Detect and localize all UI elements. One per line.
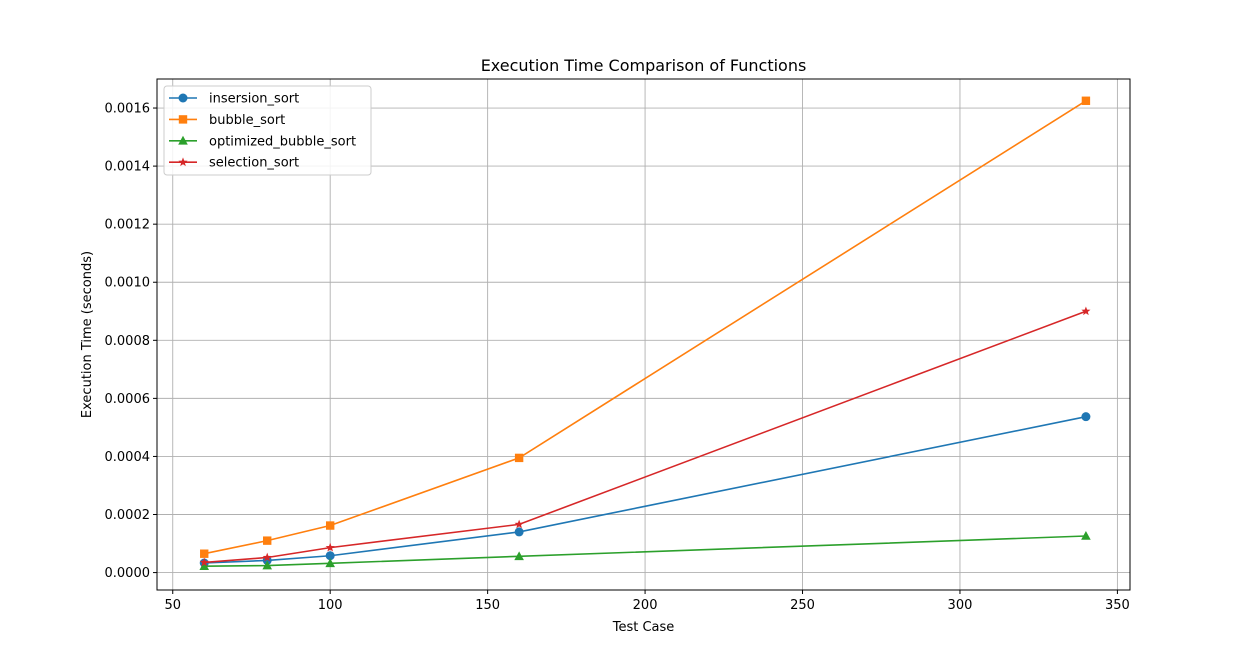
data-point <box>325 558 335 568</box>
plot-frame <box>156 78 1131 591</box>
legend-item: insersion_sort <box>169 92 299 107</box>
legend-label: selection_sort <box>209 156 299 171</box>
data-point <box>199 561 210 570</box>
legend-item: selection_sort <box>169 156 299 171</box>
data-point <box>514 527 524 537</box>
y-axis-label: Execution Time (seconds) <box>80 251 95 418</box>
y-axis-ticks: 0.0000 0.0002 0.0004 0.0006 0.0008 0.0010 0.00… <box>105 102 157 581</box>
y-tick-label: 0.0002 <box>105 508 151 523</box>
y-tick-label: 0.0004 <box>105 450 151 465</box>
data-point <box>514 453 524 463</box>
data-point <box>514 519 524 529</box>
data-point <box>200 549 209 558</box>
legend-item: optimized_bubble_sort <box>169 134 356 149</box>
legend-marker <box>178 157 188 167</box>
legend-marker <box>178 93 188 103</box>
x-tick-label: 100 <box>318 598 343 613</box>
legend-label: optimized_bubble_sort <box>209 134 356 149</box>
data-point <box>263 536 272 545</box>
x-tick-label: 300 <box>948 598 973 613</box>
legend: insersion_sort bubble_sort optimized_bubbl… <box>163 85 372 176</box>
y-tick-label: 0.0014 <box>105 160 151 175</box>
series-selection_sort <box>199 306 1091 567</box>
data-point <box>262 552 272 562</box>
x-tick-label: 150 <box>475 598 500 613</box>
data-point <box>1081 306 1091 316</box>
data-point <box>1081 412 1091 422</box>
y-tick-label: 0.0016 <box>105 102 151 117</box>
data-point <box>325 542 335 552</box>
legend-marker <box>178 115 188 124</box>
y-tick-label: 0.0010 <box>105 276 151 291</box>
x-tick-label: 350 <box>1105 598 1130 613</box>
data-point <box>325 521 335 530</box>
data-point <box>199 557 209 567</box>
legend-label: insersion_sort <box>209 92 299 107</box>
y-tick-label: 0.0012 <box>105 218 151 233</box>
data-point <box>1081 96 1091 105</box>
legend-marker <box>178 135 188 145</box>
x-tick-label: 50 <box>164 598 181 613</box>
series-optimized_bubble_sort <box>199 530 1091 570</box>
x-axis-ticks: 50 100 150 200 250 300 350 <box>164 590 1130 613</box>
data-point <box>325 551 335 561</box>
grid <box>157 79 1130 590</box>
y-tick-label: 0.0000 <box>105 566 151 581</box>
x-tick-label: 200 <box>633 598 658 613</box>
legend-label: bubble_sort <box>209 113 285 128</box>
legend-item: bubble_sort <box>169 113 285 128</box>
x-axis-label: Test Case <box>612 620 675 635</box>
data-point <box>262 560 273 570</box>
series-bubble_sort <box>200 96 1091 558</box>
legend-frame <box>163 85 372 176</box>
data-point <box>514 551 524 561</box>
chart-title: Execution Time Comparison of Functions <box>481 56 807 75</box>
y-tick-label: 0.0008 <box>105 334 151 349</box>
series-layer <box>199 96 1091 570</box>
y-tick-label: 0.0006 <box>105 392 151 407</box>
x-tick-label: 250 <box>790 598 815 613</box>
data-point <box>1081 530 1091 540</box>
